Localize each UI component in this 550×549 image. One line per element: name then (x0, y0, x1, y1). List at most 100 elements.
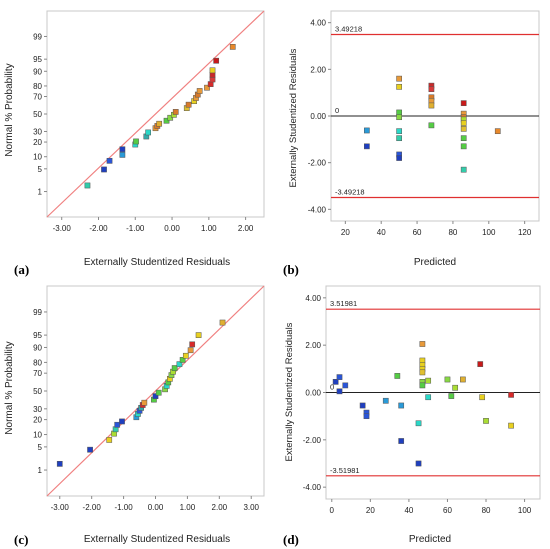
data-point (204, 84, 210, 91)
data-point (396, 114, 402, 121)
x-axis-label-c: Externally Studentized Residuals (84, 534, 230, 545)
x-axis-label-b: Predicted (414, 257, 456, 268)
x-axis-label-d: Predicted (409, 534, 451, 545)
x-tick-label: 0 (330, 506, 335, 515)
data-point (156, 120, 163, 127)
data-point (167, 114, 174, 121)
data-point (483, 418, 489, 424)
data-point (396, 155, 402, 161)
lower-limit-label: -3.49218 (335, 187, 365, 196)
x-tick-label: 0.00 (148, 503, 164, 512)
x-tick-label: 100 (518, 506, 532, 515)
data-point (460, 376, 466, 383)
x-tick-label: 20 (341, 228, 350, 237)
data-point (145, 129, 151, 136)
data-point (394, 373, 401, 379)
x-tick-label: -2.00 (83, 503, 102, 512)
data-point (196, 88, 203, 94)
data-point (363, 413, 370, 420)
x-tick-label: -1.00 (114, 503, 133, 512)
data-point (396, 128, 402, 135)
x-tick-label: 20 (366, 506, 375, 515)
panel-label-c: (c) (14, 532, 28, 547)
data-point (448, 393, 455, 399)
y-axis-label-b: Externally Studentized Residuals (288, 48, 299, 187)
y-tick-label: 95 (33, 331, 42, 340)
data-point (382, 397, 389, 404)
data-point (396, 83, 402, 90)
data-point (101, 166, 107, 173)
data-point (419, 382, 426, 389)
data-point (342, 382, 349, 389)
upper-limit-label: 3.49218 (335, 25, 362, 34)
data-point (479, 394, 486, 401)
data-point (336, 388, 343, 395)
y-tick-label: 4.00 (310, 19, 326, 28)
x-tick-label: 60 (413, 228, 422, 237)
x-tick-label: 120 (518, 228, 532, 237)
x-tick-label: 80 (448, 228, 457, 237)
data-point (213, 57, 220, 64)
x-tick-label: 100 (482, 228, 496, 237)
data-point (460, 143, 467, 150)
zero-line-label: 0 (330, 383, 334, 392)
y-axis-label-d: Externally Studentized Residuals (284, 322, 295, 461)
y-tick-label: 10 (33, 153, 42, 162)
data-point (187, 347, 194, 354)
y-tick-label: -4.00 (303, 483, 322, 492)
x-tick-label: -3.00 (51, 503, 70, 512)
x-tick-label: 40 (377, 228, 386, 237)
data-point (428, 86, 435, 93)
chart-panel-b: 3.49218 -3.49218 0 20 40 60 80 100 120 -4.00 -2.… (283, 10, 540, 277)
data-point (460, 125, 467, 132)
chart-panel-a: -3.00 -2.00 -1.00 0.00 1.00 2.00 1 5 10 20 30 50 70… (4, 10, 265, 277)
data-point (396, 75, 402, 82)
x-tick-label: 80 (482, 506, 491, 515)
data-point (152, 393, 159, 399)
data-point (428, 122, 435, 129)
y-tick-label: 50 (33, 110, 42, 119)
x-tick-label: 2.00 (212, 503, 228, 512)
y-tick-label: 10 (33, 431, 42, 440)
data-point (494, 128, 501, 135)
y-tick-label: 2.00 (305, 341, 321, 350)
x-tick-label: 2.00 (238, 224, 254, 233)
data-point (84, 182, 91, 189)
y-tick-label: 0.00 (305, 389, 321, 398)
y-tick-label: 20 (33, 138, 42, 147)
chart-panel-c: -3.00 -2.00 -1.00 0.00 1.00 2.00 3.00 1 5 10 20 30… (4, 285, 265, 547)
data-point (229, 44, 236, 50)
data-point (425, 377, 432, 384)
data-point (398, 438, 405, 444)
data-point (119, 146, 126, 153)
data-point (419, 341, 426, 347)
y-tick-label: 5 (38, 443, 43, 452)
x-tick-label: -3.00 (53, 224, 72, 233)
x-axis-label-a: Externally Studentized Residuals (84, 257, 230, 268)
data-point (155, 389, 162, 396)
y-tick-label: -4.00 (308, 205, 327, 214)
data-point (119, 418, 125, 425)
data-point (460, 100, 467, 107)
data-point (133, 138, 139, 145)
lower-limit-label: -3.51981 (330, 466, 360, 475)
data-point (106, 157, 113, 164)
y-tick-label: 99 (33, 308, 42, 317)
x-tick-label: 3.00 (243, 503, 259, 512)
data-point (209, 67, 216, 74)
chart-panel-d: 3.51981 -3.51981 0 0 20 40 60 80 100 -4.00 -2.00… (283, 285, 541, 547)
data-point (176, 361, 183, 368)
x-tick-label: 60 (443, 506, 452, 515)
y-tick-label: 1 (38, 466, 43, 475)
data-point (195, 332, 202, 338)
data-point (185, 101, 192, 108)
data-point (332, 379, 339, 385)
y-tick-label: 70 (33, 369, 42, 378)
panel-label-a: (a) (14, 262, 29, 277)
data-point (477, 361, 484, 367)
y-tick-label: 0.00 (310, 112, 326, 121)
data-point (460, 135, 467, 142)
y-axis-label-a: Normal % Probability (4, 63, 15, 156)
y-tick-label: -2.00 (303, 436, 322, 445)
